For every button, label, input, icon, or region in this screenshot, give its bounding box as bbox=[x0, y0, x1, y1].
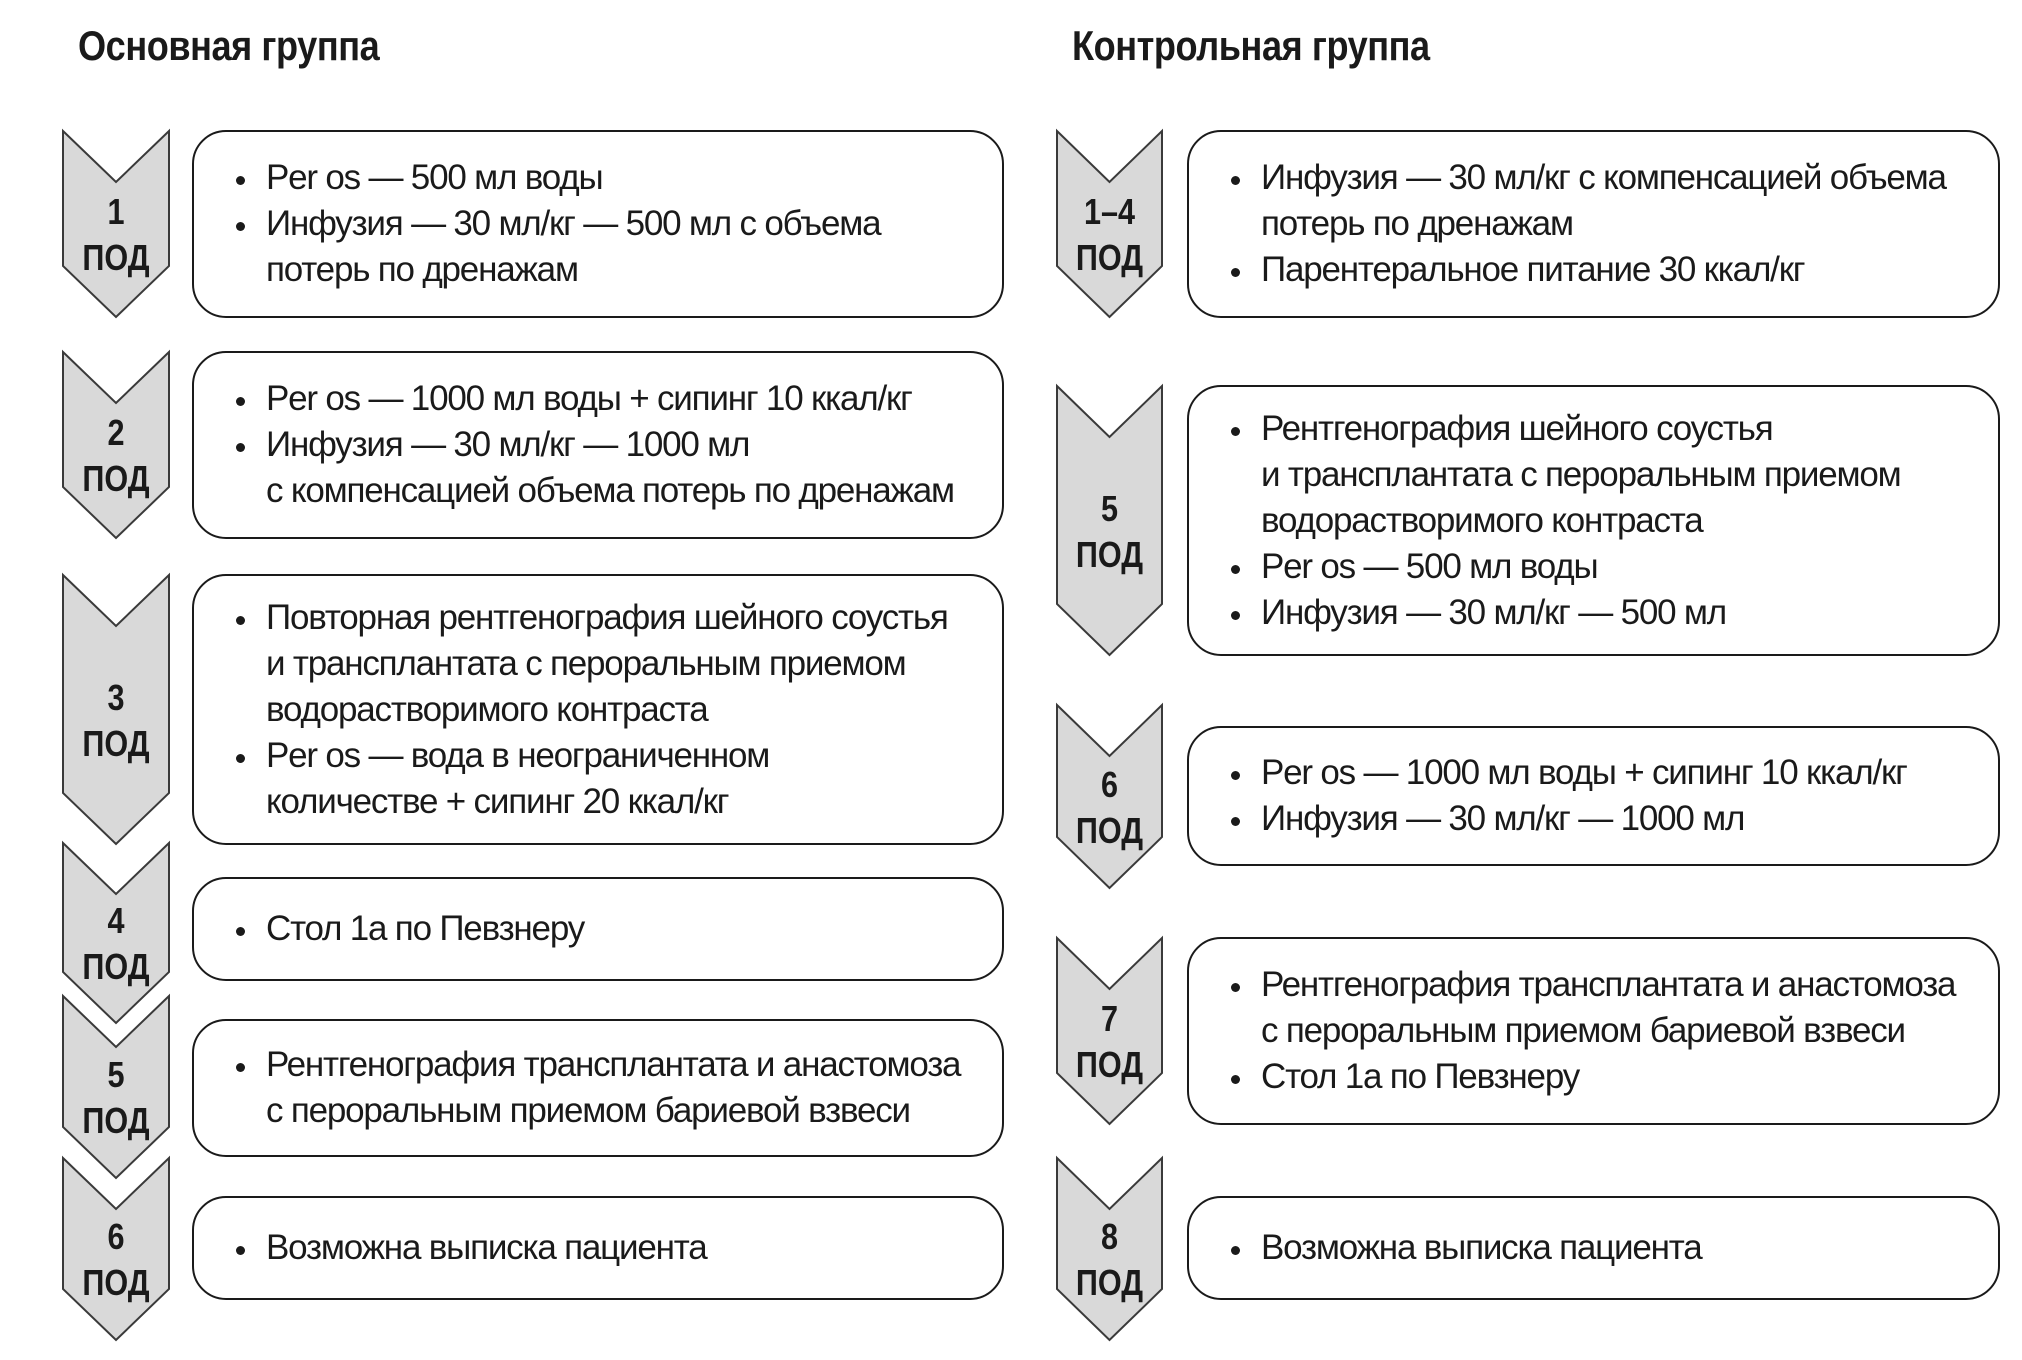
bullet-item: Инфузия — 30 мл/кг — 500 мл bbox=[1227, 590, 1982, 636]
chevron-shape bbox=[62, 1155, 170, 1342]
bullet-list: Рентгенография шейного соустья и транспл… bbox=[1227, 406, 1982, 636]
left-day-arrow: 4 ПОД bbox=[62, 840, 170, 1025]
bullet-item: Возможна выписка пациента bbox=[232, 1225, 986, 1271]
bullet-list: Рентгенография трансплантата и анастомоз… bbox=[232, 1042, 986, 1134]
day-label: 6 ПОД bbox=[1064, 704, 1155, 889]
chevron-shape bbox=[1056, 702, 1163, 890]
bullet-item: Стол 1а по Певзнеру bbox=[232, 906, 986, 952]
right-day-arrow: 5 ПОД bbox=[1056, 383, 1163, 657]
bullet-item: Per os — 500 мл воды bbox=[1227, 544, 1982, 590]
right-day-arrow: 8 ПОД bbox=[1056, 1155, 1163, 1342]
left-step-box: Повторная рентгенография шейного соустья… bbox=[192, 574, 1004, 845]
bullet-list: Рентгенография трансплантата и анастомоз… bbox=[1227, 962, 1982, 1100]
bullet-item: Рентгенография трансплантата и анастомоз… bbox=[232, 1042, 986, 1134]
right-day-arrow: 7 ПОД bbox=[1056, 935, 1163, 1126]
bullet-list: Повторная рентгенография шейного соустья… bbox=[232, 595, 986, 825]
bullet-item: Инфузия — 30 мл/кг — 500 мл с объема пот… bbox=[232, 201, 986, 293]
day-label: 7 ПОД bbox=[1064, 937, 1155, 1125]
day-number: 7 bbox=[1100, 998, 1119, 1039]
left-step-box: Per os — 500 мл воды Инфузия — 30 мл/кг —… bbox=[192, 130, 1004, 318]
day-number: 3 bbox=[107, 676, 125, 718]
day-unit: ПОД bbox=[1075, 809, 1144, 851]
right-day-arrow: 6 ПОД bbox=[1056, 702, 1163, 890]
day-label: 3 ПОД bbox=[70, 574, 162, 845]
bullet-item: Инфузия — 30 мл/кг — 1000 мл с компенсац… bbox=[232, 422, 986, 514]
day-unit: ПОД bbox=[82, 1100, 150, 1141]
day-unit: ПОД bbox=[1075, 1262, 1144, 1303]
left-step-box: Возможна выписка пациента bbox=[192, 1196, 1004, 1300]
left-day-arrow: 6 ПОД bbox=[62, 1155, 170, 1342]
chevron-shape bbox=[62, 993, 170, 1180]
bullet-list: Per os — 500 мл воды Инфузия — 30 мл/кг —… bbox=[232, 155, 986, 293]
right-step-box: Рентгенография шейного соустья и транспл… bbox=[1187, 385, 2000, 656]
day-number: 2 bbox=[107, 412, 125, 453]
left-day-arrow: 1 ПОД bbox=[62, 128, 170, 319]
right-day-arrow: 1–4 ПОД bbox=[1056, 128, 1163, 319]
day-unit: ПОД bbox=[82, 946, 150, 987]
right-step-box: Возможна выписка пациента bbox=[1187, 1196, 2000, 1300]
bullet-item: Per os — 500 мл воды bbox=[232, 155, 986, 201]
day-unit: ПОД bbox=[82, 458, 150, 499]
day-label: 8 ПОД bbox=[1064, 1157, 1155, 1341]
bullet-item: Парентеральное питание 30 ккал/кг bbox=[1227, 247, 1982, 293]
day-unit: ПОД bbox=[1075, 237, 1144, 278]
main-group-title: Основная группа bbox=[78, 22, 380, 69]
left-day-arrow: 5 ПОД bbox=[62, 993, 170, 1180]
day-number: 5 bbox=[1100, 487, 1119, 529]
chevron-shape bbox=[62, 840, 170, 1025]
chevron-shape bbox=[62, 572, 170, 846]
right-step-box: Инфузия — 30 мл/кг с компенсацией объема… bbox=[1187, 130, 2000, 318]
bullet-item: Per os — 1000 мл воды + сипинг 10 ккал/к… bbox=[1227, 750, 1982, 796]
day-number: 8 bbox=[1100, 1216, 1119, 1257]
day-unit: ПОД bbox=[1075, 1044, 1144, 1085]
day-unit: ПОД bbox=[82, 1262, 150, 1303]
left-step-box: Per os — 1000 мл воды + сипинг 10 ккал/к… bbox=[192, 351, 1004, 539]
day-label: 5 ПОД bbox=[70, 995, 162, 1179]
bullet-list: Инфузия — 30 мл/кг с компенсацией объема… bbox=[1227, 155, 1982, 293]
bullet-list: Возможна выписка пациента bbox=[232, 1225, 986, 1271]
right-step-box: Per os — 1000 мл воды + сипинг 10 ккал/к… bbox=[1187, 726, 2000, 866]
chevron-shape bbox=[1056, 128, 1163, 319]
bullet-item: Per os — вода в неограниченном количеств… bbox=[232, 733, 986, 825]
day-number: 4 bbox=[107, 900, 125, 941]
chevron-shape bbox=[62, 349, 170, 540]
day-unit: ПОД bbox=[1075, 533, 1144, 575]
day-label: 1 ПОД bbox=[70, 130, 162, 318]
bullet-list: Per os — 1000 мл воды + сипинг 10 ккал/к… bbox=[1227, 750, 1982, 842]
right-step-box: Рентгенография трансплантата и анастомоз… bbox=[1187, 937, 2000, 1125]
bullet-item: Инфузия — 30 мл/кг с компенсацией объема… bbox=[1227, 155, 1982, 247]
bullet-item: Инфузия — 30 мл/кг — 1000 мл bbox=[1227, 796, 1982, 842]
bullet-list: Per os — 1000 мл воды + сипинг 10 ккал/к… bbox=[232, 376, 986, 514]
day-label: 2 ПОД bbox=[70, 351, 162, 539]
day-label: 4 ПОД bbox=[70, 842, 162, 1024]
day-number: 1 bbox=[107, 191, 125, 232]
day-label: 6 ПОД bbox=[70, 1157, 162, 1341]
bullet-list: Возможна выписка пациента bbox=[1227, 1225, 1982, 1271]
chevron-shape bbox=[1056, 935, 1163, 1126]
day-unit: ПОД bbox=[82, 237, 150, 278]
chevron-shape bbox=[1056, 1155, 1163, 1342]
chevron-shape bbox=[62, 128, 170, 319]
day-label: 5 ПОД bbox=[1064, 385, 1155, 656]
left-step-box: Рентгенография трансплантата и анастомоз… bbox=[192, 1019, 1004, 1157]
bullet-item: Рентгенография трансплантата и анастомоз… bbox=[1227, 962, 1982, 1054]
left-day-arrow: 3 ПОД bbox=[62, 572, 170, 846]
bullet-item: Возможна выписка пациента bbox=[1227, 1225, 1982, 1271]
bullet-list: Стол 1а по Певзнеру bbox=[232, 906, 986, 952]
bullet-item: Повторная рентгенография шейного соустья… bbox=[232, 595, 986, 733]
control-group-title: Контрольная группа bbox=[1072, 22, 1430, 69]
bullet-item: Per os — 1000 мл воды + сипинг 10 ккал/к… bbox=[232, 376, 986, 422]
chevron-shape bbox=[1056, 383, 1163, 657]
bullet-item: Стол 1а по Певзнеру bbox=[1227, 1054, 1982, 1100]
day-label: 1–4 ПОД bbox=[1064, 130, 1155, 318]
day-number: 6 bbox=[1100, 763, 1119, 805]
day-number: 6 bbox=[107, 1216, 125, 1257]
day-number: 1–4 bbox=[1083, 191, 1136, 232]
left-step-box: Стол 1а по Певзнеру bbox=[192, 877, 1004, 981]
left-day-arrow: 2 ПОД bbox=[62, 349, 170, 540]
bullet-item: Рентгенография шейного соустья и транспл… bbox=[1227, 406, 1982, 544]
day-number: 5 bbox=[107, 1054, 125, 1095]
day-unit: ПОД bbox=[82, 722, 150, 764]
